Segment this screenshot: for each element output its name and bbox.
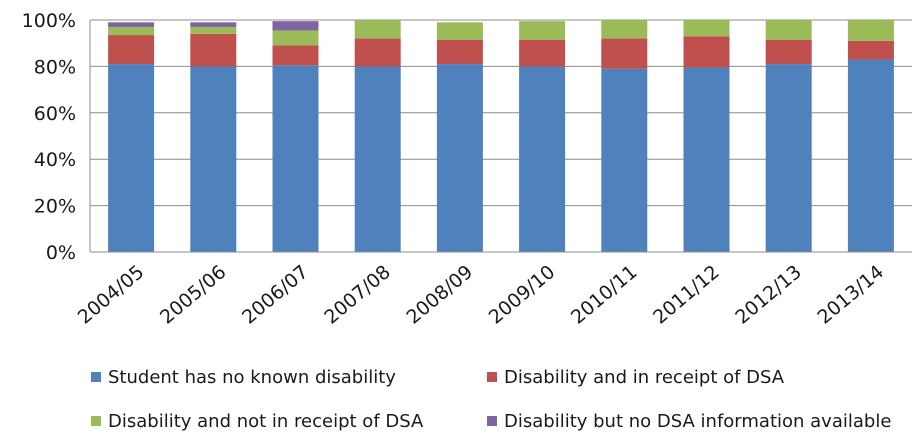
x-tick-label: 2008/09 [403,261,478,329]
x-tick-label: 2006/07 [238,261,313,329]
bar-segment [847,20,894,41]
legend-label: Disability and in receipt of DSA [504,367,785,388]
x-tick-label: 2011/12 [649,261,724,329]
bar-segment [601,38,648,69]
bar-segment [765,20,812,40]
bar-segment [272,45,319,66]
legend-label: Disability and not in receipt of DSA [108,411,424,432]
bar-segment [108,22,155,27]
legend-label: Disability but no DSA information availa… [504,411,891,432]
y-tick-label: 60% [34,103,76,125]
y-tick-labels: 0% 20% 40% 60% 80% 100% [22,10,76,264]
x-tick-label: 2012/13 [731,261,806,329]
legend-swatch [91,372,101,382]
y-tick-label: 80% [34,56,76,78]
legend-label: Student has no known disability [108,367,396,388]
bar-segment [190,22,237,27]
legend-swatch [487,372,497,382]
legend-swatch [91,416,101,426]
bar-segment [519,66,566,253]
y-tick-label: 40% [34,149,76,171]
bar-segment [847,40,894,60]
bar-segment [519,39,566,67]
bar-segment [354,66,401,253]
bar-segment [683,20,730,37]
bar-segment [108,64,155,252]
bar-segment [354,38,401,67]
bar-segment [190,66,237,253]
bar-segment [436,64,483,252]
bar-segment [272,65,319,253]
bar-segment [272,30,319,46]
bars [108,20,894,253]
bar-segment [272,21,319,31]
bar-segment [601,20,648,39]
bar-segment [354,20,401,39]
y-tick-label: 100% [22,10,76,32]
x-tick-labels: 2004/05 2005/06 2006/07 2007/08 2008/09 2009/… [74,261,888,329]
bar-segment [190,33,237,67]
bar-segment [436,39,483,65]
bar-segment [847,59,894,252]
y-tick-label: 20% [34,196,76,218]
x-tick-label: 2007/08 [320,261,395,329]
bar-segment [683,67,730,252]
bar-segment [108,35,155,65]
x-tick-label: 2005/06 [156,261,231,329]
x-tick-label: 2013/14 [814,261,889,329]
legend-swatch [487,416,497,426]
bar-segment [190,26,237,34]
axes [89,20,912,253]
bar-segment [683,36,730,68]
legend: Student has no known disability Disabilit… [91,367,891,432]
bar-segment [436,22,483,40]
bar-segment [601,68,648,252]
bar-segment [519,21,566,40]
x-tick-label: 2004/05 [74,261,149,329]
x-tick-label: 2009/10 [485,261,560,329]
bar-segment [765,39,812,65]
y-tick-label: 0% [46,242,76,264]
bar-segment [765,64,812,252]
bar-segment [108,26,155,36]
x-tick-label: 2010/11 [567,261,642,329]
